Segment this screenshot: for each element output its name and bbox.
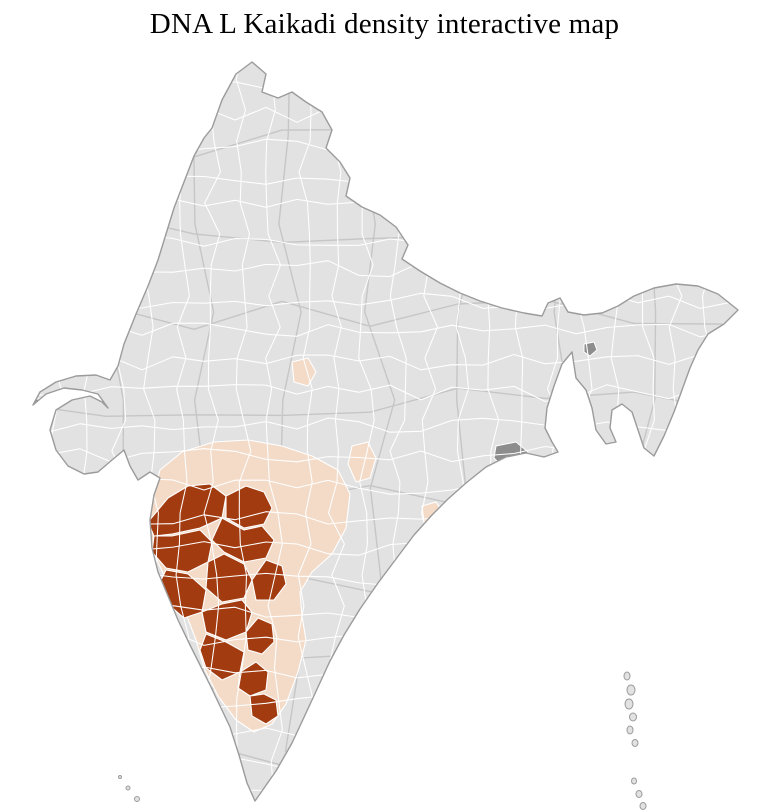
island[interactable] xyxy=(626,725,634,735)
high-density-region[interactable] xyxy=(147,483,287,725)
district-high[interactable] xyxy=(225,485,273,529)
district-high[interactable] xyxy=(201,599,253,641)
island[interactable] xyxy=(629,712,637,722)
island[interactable] xyxy=(631,777,637,785)
district-high[interactable] xyxy=(249,693,279,725)
island[interactable] xyxy=(624,698,634,710)
island[interactable] xyxy=(635,790,643,798)
island[interactable] xyxy=(623,671,631,681)
island[interactable] xyxy=(118,775,122,779)
island[interactable] xyxy=(134,796,140,802)
district-dark-gray[interactable] xyxy=(33,395,57,415)
island[interactable] xyxy=(125,785,131,791)
page-title: DNA L Kaikadi density interactive map xyxy=(149,8,620,40)
district-low[interactable] xyxy=(347,441,377,483)
lakshadweep-islands[interactable] xyxy=(118,775,140,802)
island[interactable] xyxy=(626,684,636,696)
island[interactable] xyxy=(639,802,647,810)
island[interactable] xyxy=(631,739,639,747)
district-high[interactable] xyxy=(251,559,287,601)
district-high[interactable] xyxy=(245,617,275,655)
andaman-nicobar-islands[interactable] xyxy=(623,671,647,810)
district-low[interactable] xyxy=(291,357,317,387)
